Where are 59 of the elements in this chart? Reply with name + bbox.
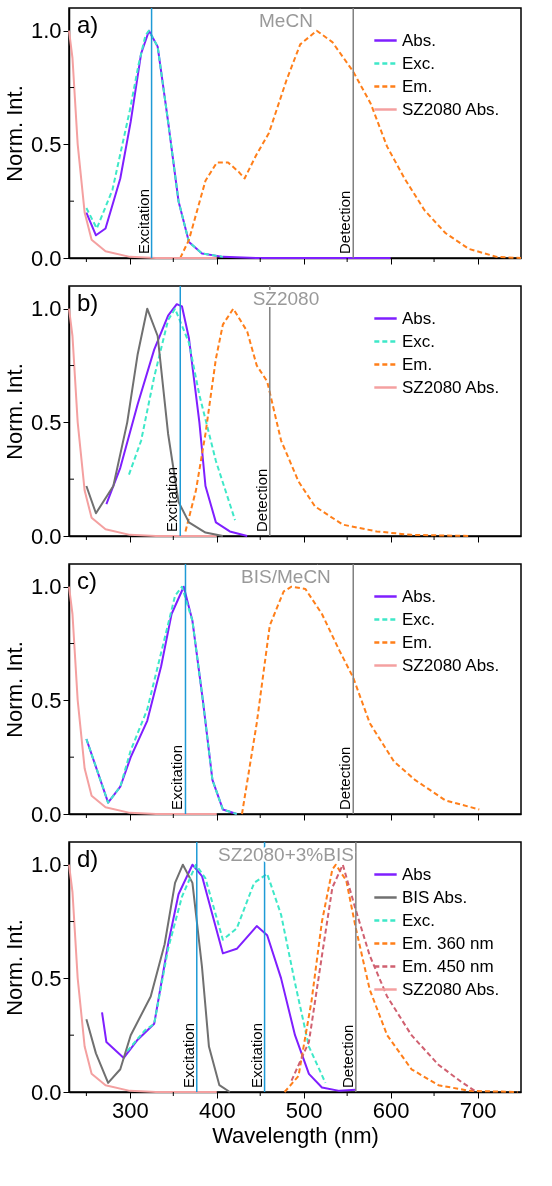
y-tick-label: 1.0	[30, 852, 62, 878]
annotation: d)	[77, 845, 99, 872]
y-axis-title: Norm. Int.	[1, 363, 27, 460]
chart-title: BIS/MeCN	[241, 566, 331, 587]
legend-label: Exc.	[402, 53, 436, 73]
legend-label: Exc.	[402, 910, 436, 930]
x-tick-label: 700	[459, 1097, 497, 1123]
ref-line-label: Excitation	[247, 1022, 265, 1088]
ref-line-label: Excitation	[179, 1022, 197, 1088]
ref-line-label: Excitation	[134, 188, 152, 254]
y-tick-label: 0.0	[30, 1079, 62, 1105]
x-tick-label: 600	[372, 1097, 410, 1123]
legend-label: Em. 360 nm	[402, 933, 494, 953]
y-tick-label: 1.0	[30, 574, 62, 600]
y-axis-title: Norm. Int.	[1, 85, 27, 182]
x-axis-title: Wavelength (nm)	[212, 1122, 379, 1148]
legend-label: Abs.	[402, 30, 437, 50]
y-tick-label: 0.0	[30, 801, 62, 827]
legend-label: Em.	[402, 354, 433, 374]
y-axis-title: Norm. Int.	[1, 641, 27, 738]
legend-label: SZ2080 Abs.	[402, 979, 500, 999]
legend-label: Em.	[402, 76, 433, 96]
y-tick-label: 0.5	[30, 131, 62, 157]
annotation: c)	[77, 567, 97, 594]
line-series	[283, 863, 519, 1093]
annotation: b)	[77, 289, 99, 316]
legend-label: BIS Abs.	[402, 887, 468, 907]
annotation: a)	[77, 11, 99, 38]
line-series	[101, 863, 357, 1092]
y-tick-label: 0.0	[30, 245, 62, 271]
y-tick-label: 0.5	[30, 409, 62, 435]
x-tick-label: 500	[285, 1097, 323, 1123]
ref-line-label: Excitation	[168, 744, 186, 810]
x-tick-label: 300	[111, 1097, 149, 1123]
legend-label: Em. 450 nm	[402, 956, 494, 976]
legend-label: SZ2080 Abs.	[402, 655, 500, 675]
ref-line-label: Detection	[336, 190, 354, 254]
legend-label: SZ2080 Abs.	[402, 99, 500, 119]
line-series	[179, 29, 522, 259]
chart-title: MeCN	[259, 10, 313, 31]
line-series	[105, 303, 249, 537]
x-tick-label: 400	[198, 1097, 236, 1123]
legend-label: SZ2080 Abs.	[402, 377, 500, 397]
legend-label: Em.	[402, 632, 433, 652]
y-tick-label: 0.5	[30, 965, 62, 991]
y-axis-title: Norm. Int.	[1, 919, 27, 1016]
ref-line-label: Detection	[338, 1024, 356, 1088]
y-tick-label: 1.0	[30, 18, 62, 44]
y-tick-label: 0.5	[30, 687, 62, 713]
legend-label: Abs	[402, 864, 432, 884]
legend-label: Abs.	[402, 308, 437, 328]
legend-label: Exc.	[402, 331, 436, 351]
legend-label: Exc.	[402, 609, 436, 629]
ref-line-label: Excitation	[163, 466, 181, 532]
legend-label: Abs.	[402, 586, 437, 606]
ref-line-label: Detection	[252, 468, 270, 532]
y-tick-label: 0.0	[30, 523, 62, 549]
ref-line-label: Detection	[336, 746, 354, 810]
y-tick-label: 1.0	[30, 296, 62, 322]
